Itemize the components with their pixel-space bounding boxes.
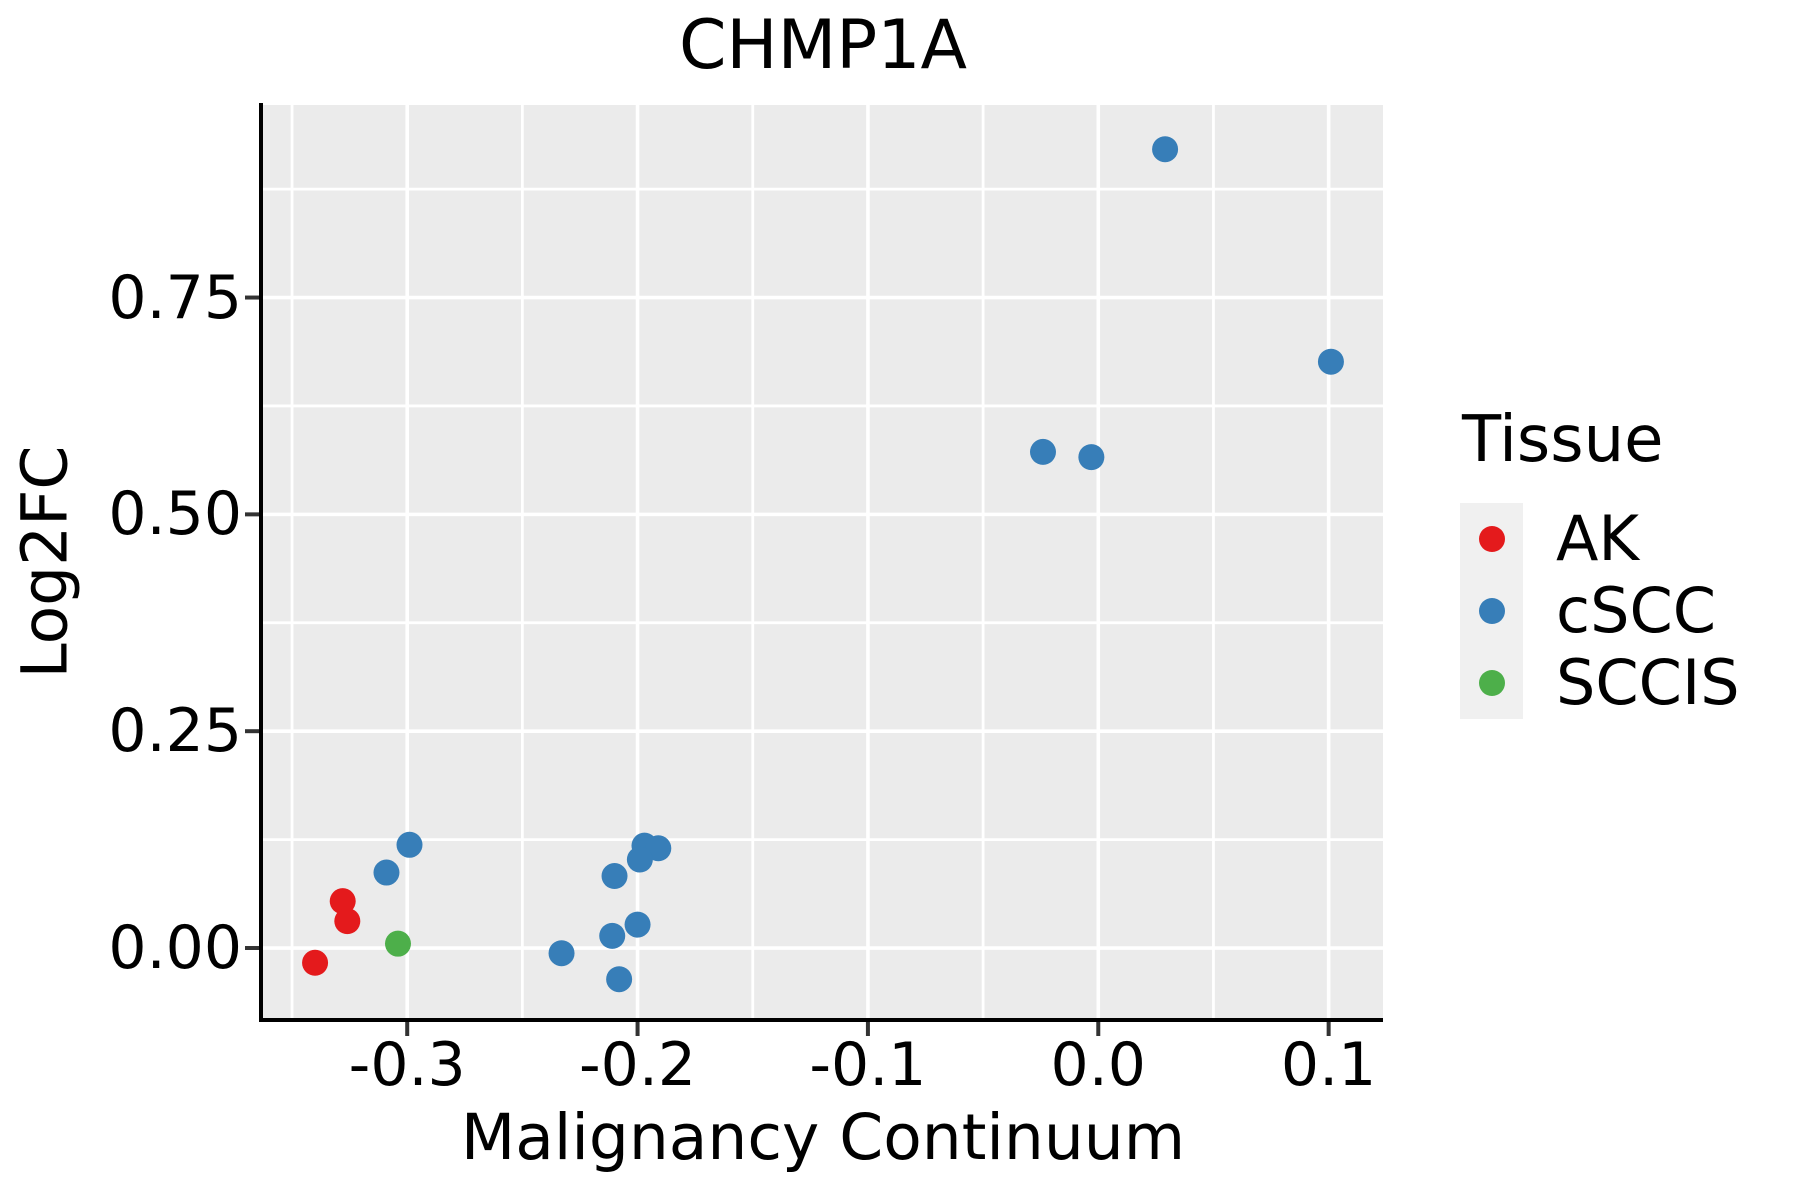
data-point-cSCC — [1152, 136, 1179, 163]
data-point-cSCC — [1317, 348, 1344, 375]
data-point-cSCC — [599, 922, 626, 949]
legend-item-ak: AK — [1460, 503, 1740, 575]
data-point-AK — [329, 888, 356, 915]
legend-label-cscc: cSCC — [1556, 574, 1717, 647]
data-point-cSCC — [626, 846, 653, 873]
plot-title: CHMP1A — [678, 6, 968, 85]
sccis-point-icon — [1478, 670, 1505, 696]
y-tick-label-0.25: 0.25 — [108, 696, 242, 767]
series-SCCIS — [384, 930, 411, 957]
x-tick-label-0.0: 0.0 — [1050, 1030, 1146, 1100]
data-point-cSCC — [396, 831, 423, 858]
data-point-cSCC — [373, 859, 400, 886]
data-point-cSCC — [1029, 438, 1056, 465]
legend-key-cscc — [1460, 575, 1523, 647]
series-AK — [302, 888, 361, 976]
ak-point-icon — [1478, 526, 1505, 552]
legend-title: Tissue — [1462, 403, 1664, 477]
y-axis-title: Log2FC — [8, 445, 82, 679]
x-axis-title: Malignancy Continuum — [460, 1101, 1186, 1174]
cscc-point-icon — [1478, 598, 1505, 624]
legend-label-sccis: SCCIS — [1556, 646, 1740, 719]
data-point-cSCC — [601, 863, 628, 890]
x-tick-label--0.3: -0.3 — [348, 1030, 466, 1100]
x-tick-label--0.2: -0.2 — [579, 1030, 697, 1100]
legend-item-sccis: SCCIS — [1460, 647, 1740, 719]
data-point-cSCC — [1078, 444, 1105, 471]
x-tick-label--0.1: -0.1 — [809, 1030, 927, 1100]
data-point-AK — [334, 908, 361, 935]
series-cSCC — [373, 136, 1344, 993]
x-tick-label-0.1: 0.1 — [1280, 1030, 1377, 1100]
legend-item-cscc: cSCC — [1460, 575, 1740, 647]
data-point-SCCIS — [384, 930, 411, 957]
legend-items: AK cSCC SCCIS — [1460, 503, 1740, 719]
y-tick-label-0.50: 0.50 — [108, 479, 242, 550]
y-tick-label-0.75: 0.75 — [108, 262, 242, 333]
data-point-cSCC — [624, 911, 651, 938]
legend-key-sccis — [1460, 647, 1523, 719]
data-point-cSCC — [548, 940, 575, 967]
panel-background — [263, 105, 1383, 1020]
y-tick-label-0.00: 0.00 — [108, 913, 242, 983]
data-point-AK — [302, 949, 329, 976]
data-point-cSCC — [606, 966, 633, 993]
legend-label-ak: AK — [1556, 502, 1640, 575]
legend-key-ak — [1460, 503, 1523, 575]
